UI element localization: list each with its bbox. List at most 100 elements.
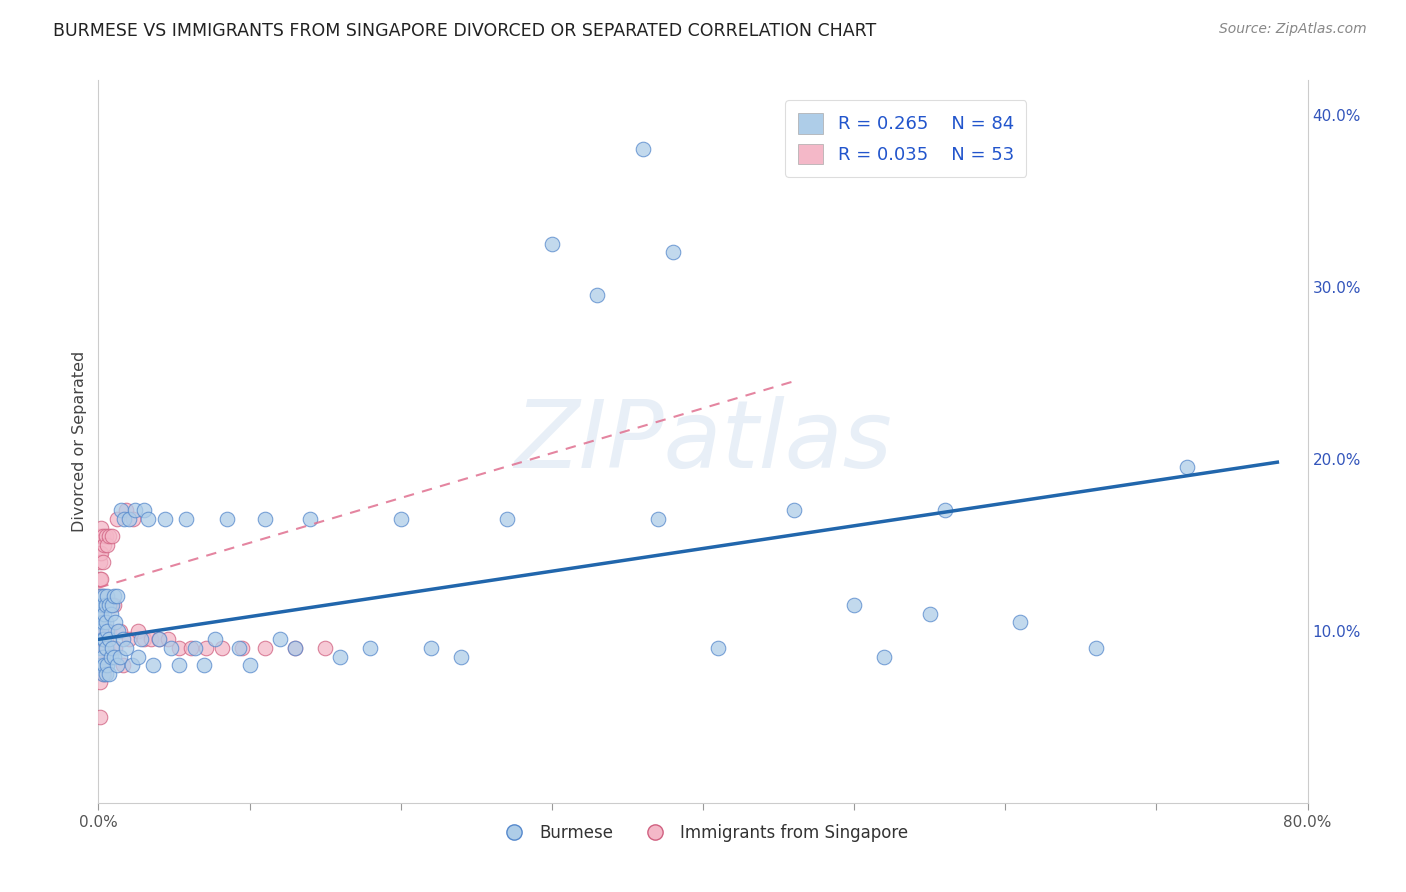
Point: [90, 624, 112, 638]
Point: [101, 640, 124, 655]
Point: [89, 529, 111, 543]
Point: [110, 503, 132, 517]
Point: [253, 512, 276, 526]
Point: [100, 607, 122, 621]
Point: [98, 529, 121, 543]
Point: [94, 640, 117, 655]
Point: [103, 649, 125, 664]
Point: [104, 640, 127, 655]
Point: [91, 555, 114, 569]
Point: [103, 598, 125, 612]
Point: [89, 675, 111, 690]
Point: [132, 632, 155, 647]
Point: [93, 590, 115, 604]
Point: [91, 666, 114, 681]
Point: [90, 598, 112, 612]
Point: [91, 649, 114, 664]
Point: [1085, 640, 1108, 655]
Point: [101, 529, 124, 543]
Point: [194, 640, 217, 655]
Point: [100, 649, 122, 664]
Point: [91, 598, 114, 612]
Point: [100, 598, 122, 612]
Point: [90, 546, 112, 560]
Point: [91, 615, 114, 630]
Point: [89, 710, 111, 724]
Point: [94, 615, 117, 630]
Point: [160, 640, 183, 655]
Point: [90, 520, 112, 534]
Point: [934, 503, 956, 517]
Point: [93, 658, 115, 673]
Point: [94, 529, 117, 543]
Point: [631, 142, 654, 156]
Point: [540, 236, 562, 251]
Point: [211, 640, 233, 655]
Point: [90, 590, 112, 604]
Text: ZIPatlas: ZIPatlas: [515, 396, 891, 487]
Point: [156, 632, 179, 647]
Point: [142, 658, 165, 673]
Point: [91, 590, 114, 604]
Legend: Burmese, Immigrants from Singapore: Burmese, Immigrants from Singapore: [491, 817, 915, 848]
Point: [647, 512, 669, 526]
Point: [148, 632, 170, 647]
Point: [111, 658, 134, 673]
Text: BURMESE VS IMMIGRANTS FROM SINGAPORE DIVORCED OR SEPARATED CORRELATION CHART: BURMESE VS IMMIGRANTS FROM SINGAPORE DIV…: [53, 22, 877, 40]
Point: [299, 512, 322, 526]
Point: [91, 529, 114, 543]
Point: [129, 632, 152, 647]
Point: [284, 640, 307, 655]
Point: [844, 598, 866, 612]
Point: [127, 624, 149, 638]
Point: [96, 538, 118, 552]
Point: [136, 512, 159, 526]
Point: [105, 658, 128, 673]
Point: [89, 572, 111, 586]
Y-axis label: Divorced or Separated: Divorced or Separated: [72, 351, 87, 533]
Point: [124, 503, 146, 517]
Point: [96, 624, 118, 638]
Point: [148, 632, 170, 647]
Point: [269, 632, 291, 647]
Point: [180, 640, 202, 655]
Point: [127, 649, 149, 664]
Point: [94, 666, 117, 681]
Point: [105, 590, 128, 604]
Point: [89, 632, 111, 647]
Point: [153, 512, 176, 526]
Point: [174, 512, 197, 526]
Point: [204, 632, 226, 647]
Point: [90, 658, 112, 673]
Point: [98, 632, 121, 647]
Point: [193, 658, 215, 673]
Point: [90, 658, 112, 673]
Point: [253, 640, 276, 655]
Point: [167, 640, 190, 655]
Point: [108, 624, 131, 638]
Point: [420, 640, 443, 655]
Point: [93, 607, 115, 621]
Point: [215, 512, 238, 526]
Point: [90, 607, 112, 621]
Point: [89, 615, 111, 630]
Point: [112, 512, 135, 526]
Point: [118, 512, 141, 526]
Point: [231, 640, 253, 655]
Point: [91, 632, 114, 647]
Point: [89, 546, 111, 560]
Point: [90, 640, 112, 655]
Text: Source: ZipAtlas.com: Source: ZipAtlas.com: [1219, 22, 1367, 37]
Point: [104, 615, 127, 630]
Point: [103, 590, 125, 604]
Point: [93, 632, 115, 647]
Point: [239, 658, 262, 673]
Point: [101, 598, 124, 612]
Point: [389, 512, 412, 526]
Point: [132, 503, 155, 517]
Point: [918, 607, 941, 621]
Point: [873, 649, 896, 664]
Point: [93, 538, 115, 552]
Point: [284, 640, 307, 655]
Point: [783, 503, 806, 517]
